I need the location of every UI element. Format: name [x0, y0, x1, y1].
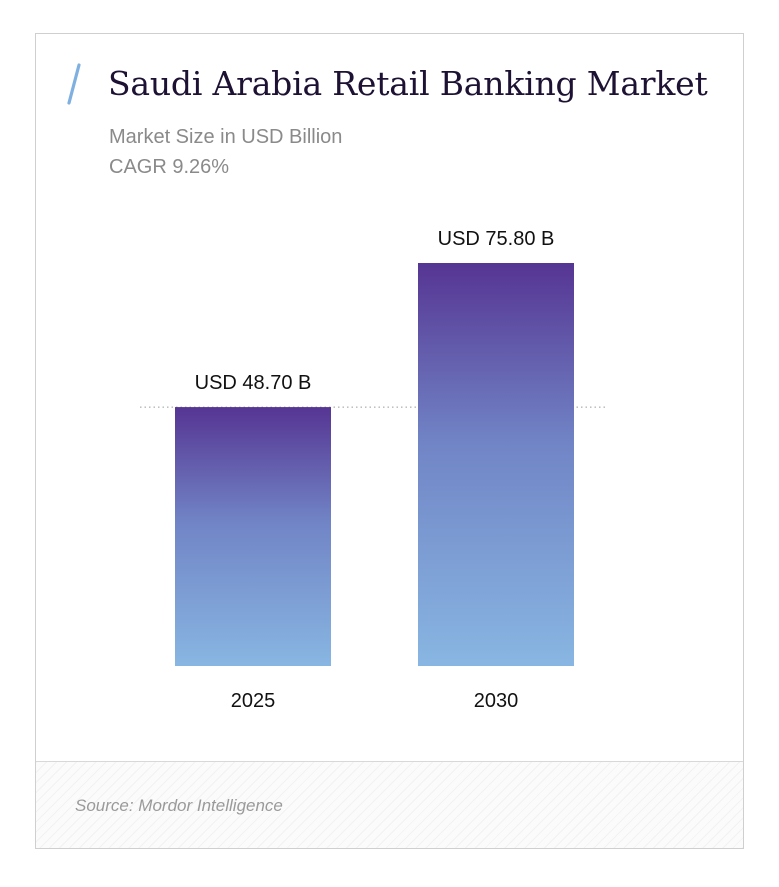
x-tick-label-2025: 2025 [231, 690, 276, 712]
bar-2025 [175, 407, 331, 666]
cagr-label: CAGR 9.26% [109, 156, 230, 178]
bar-2030 [418, 263, 574, 666]
title-slash-icon [67, 63, 81, 105]
data-label-2030: USD 75.80 B [438, 228, 555, 250]
data-label-2025: USD 48.70 B [195, 372, 312, 394]
chart-card: Saudi Arabia Retail Banking Market Marke… [35, 33, 744, 849]
x-tick-label-2030: 2030 [474, 690, 519, 712]
chart-footer: Source: Mordor Intelligence [36, 761, 743, 848]
bar-chart: USD 48.70 B 2025 USD 75.80 B 2030 [140, 228, 608, 712]
chart-title: Saudi Arabia Retail Banking Market [108, 64, 708, 103]
source-label: Source: Mordor Intelligence [75, 796, 283, 815]
chart-subtitle: Market Size in USD Billion [109, 126, 343, 148]
